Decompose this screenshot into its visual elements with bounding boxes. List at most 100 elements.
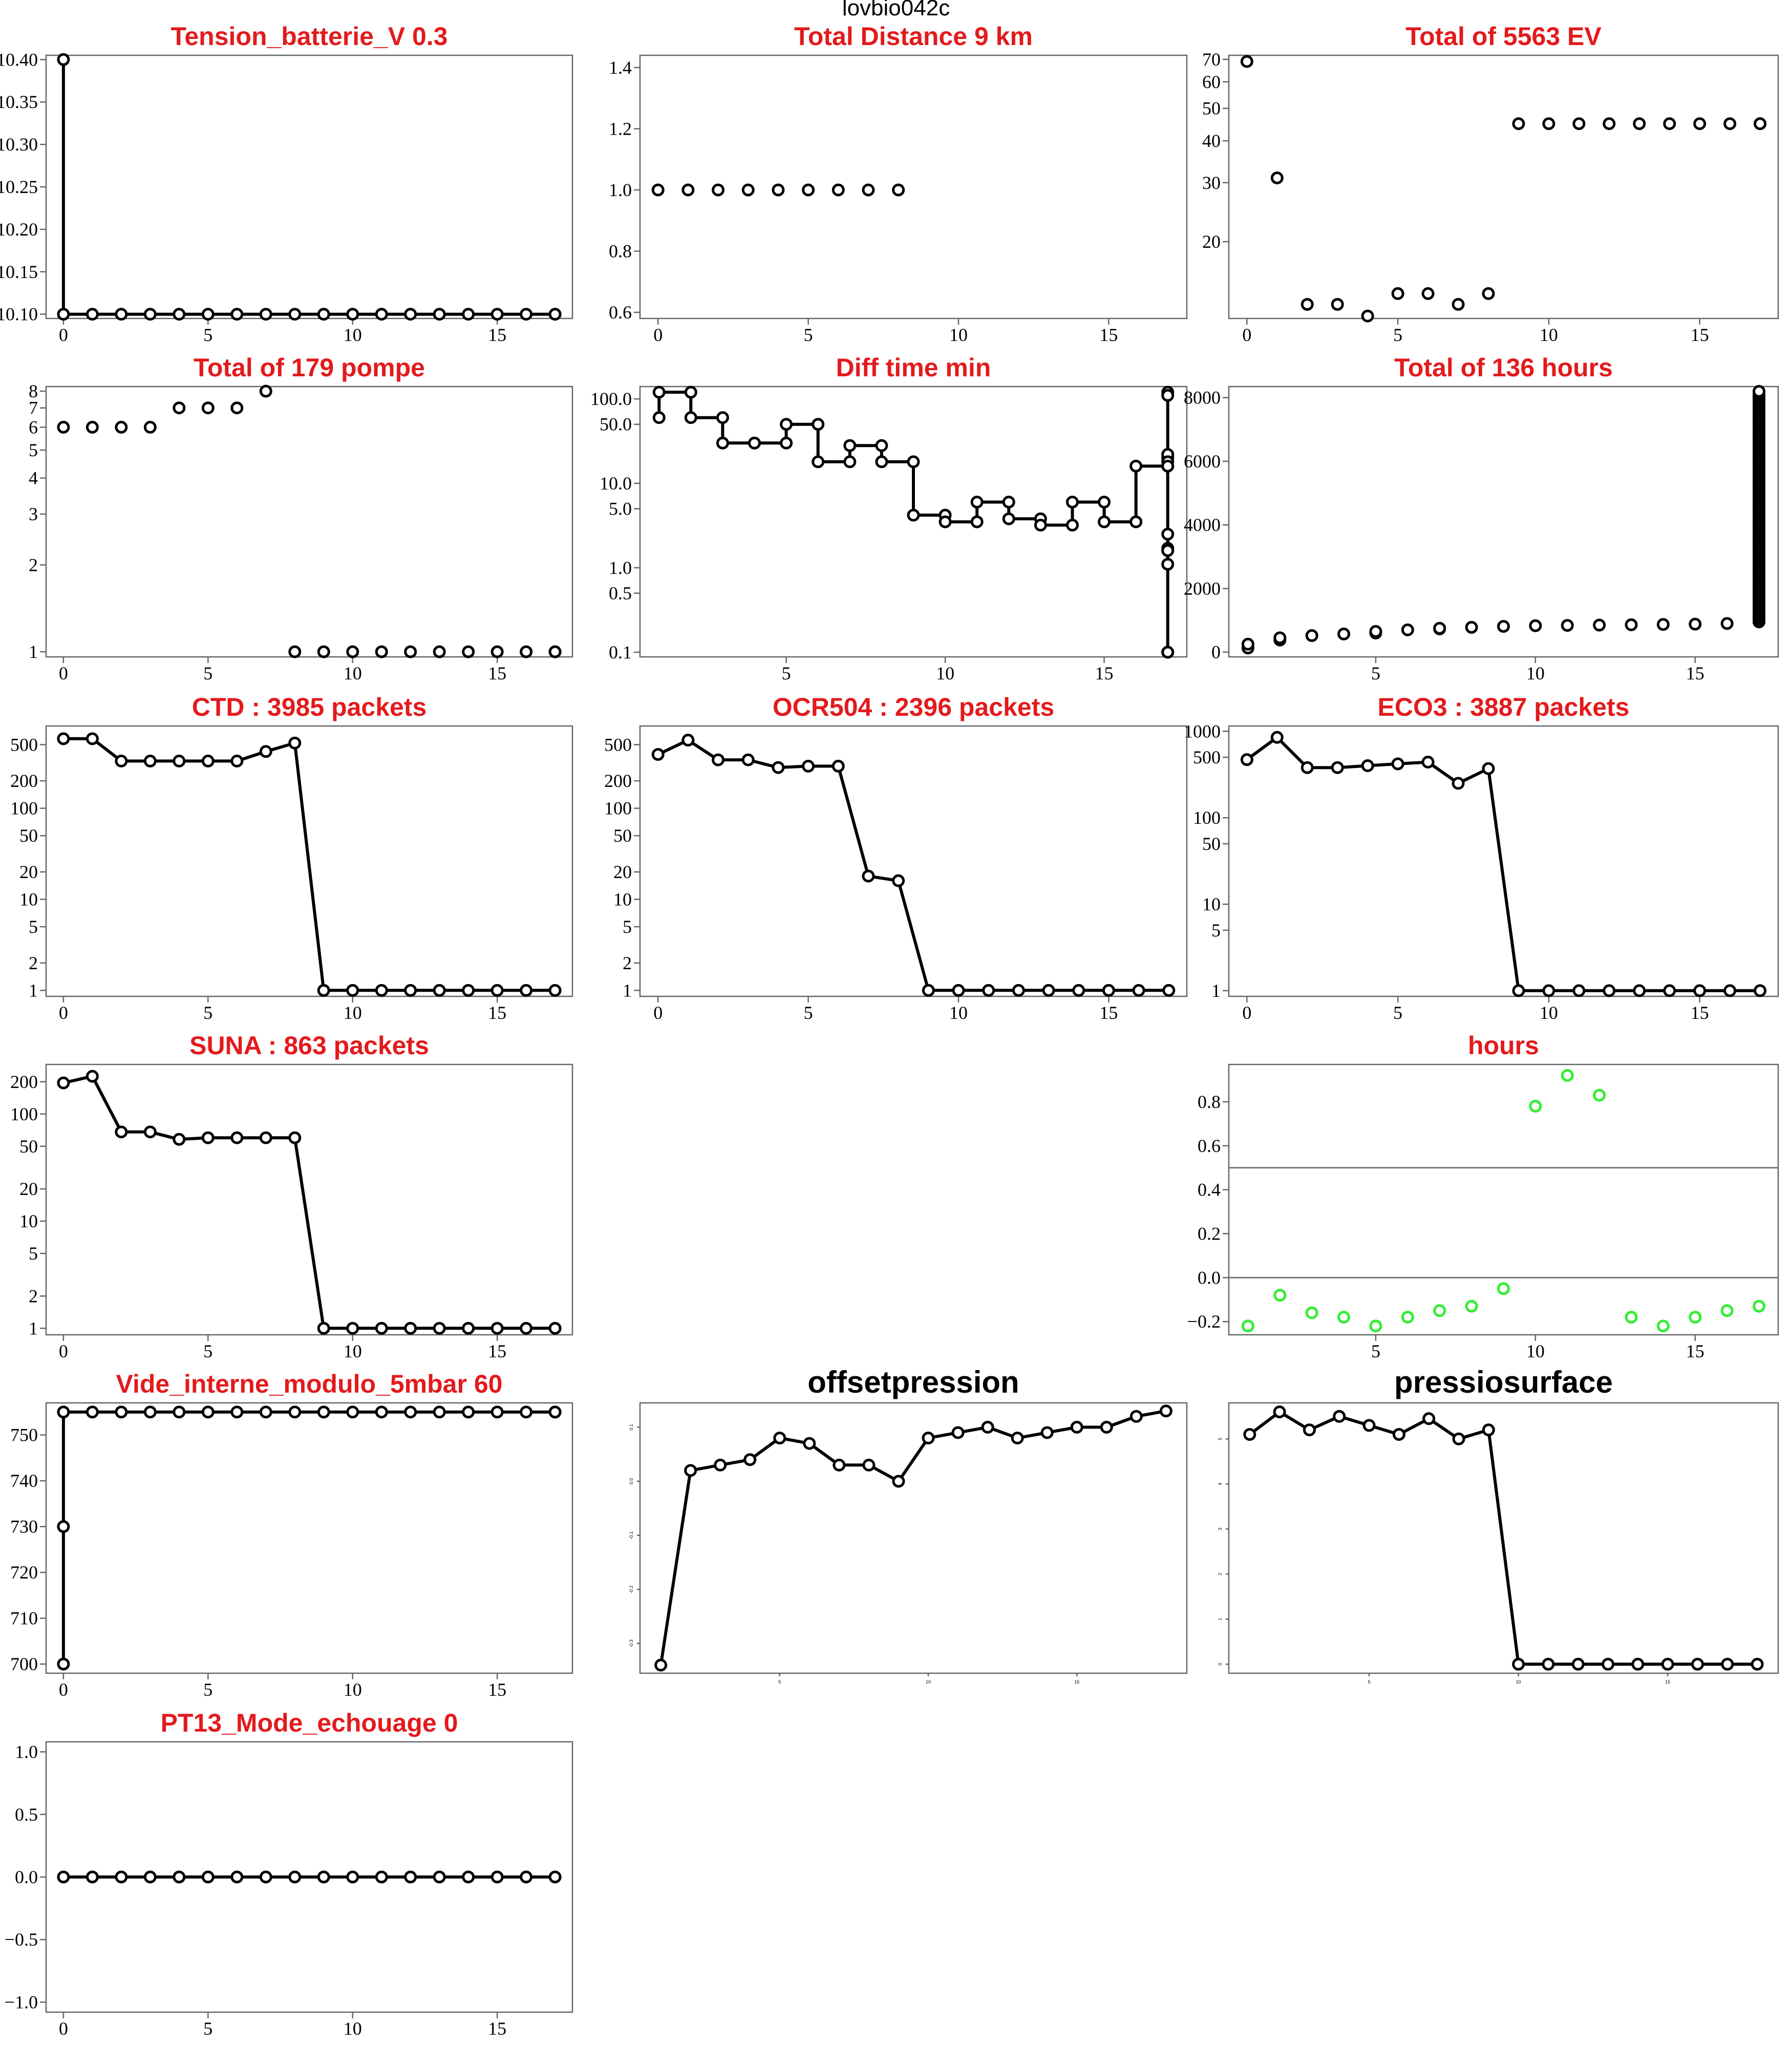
data-point xyxy=(1593,1089,1606,1102)
x-tick-label: 15 xyxy=(1686,663,1704,684)
data-point xyxy=(86,732,99,745)
data-point xyxy=(259,1405,272,1419)
data-point xyxy=(433,984,446,997)
data-point xyxy=(259,1870,272,1884)
data-point xyxy=(317,1321,330,1335)
data-point xyxy=(1497,1282,1510,1295)
data-point xyxy=(404,1405,417,1419)
data-point xyxy=(404,1870,417,1884)
chart-title: PT13_Mode_echouage 0 xyxy=(161,1709,458,1737)
data-point xyxy=(346,1321,359,1335)
data-point xyxy=(1270,731,1284,744)
data-point xyxy=(1512,1657,1525,1671)
series-line xyxy=(61,59,556,316)
y-tick-label: 1 xyxy=(1218,1618,1223,1620)
chart-title: Total of 5563 EV xyxy=(1405,22,1602,51)
data-point xyxy=(1273,1289,1287,1302)
x-tick-label: 5 xyxy=(1371,663,1380,684)
plot-frame xyxy=(1228,54,1779,319)
x-tick-label: 5 xyxy=(1393,1002,1402,1023)
data-point xyxy=(346,308,359,321)
x-tick-label: 10 xyxy=(344,1341,362,1361)
y-tick-label: 0.2 xyxy=(1198,1224,1221,1244)
data-point xyxy=(1243,1428,1256,1441)
data-point xyxy=(1482,762,1495,775)
data-point xyxy=(1753,1299,1766,1313)
data-point xyxy=(1241,637,1254,651)
chart-panel-hours_green: hours 5 10 15 −0.2 0.0 0.2 0.4 0.6 0.8 xyxy=(1187,1031,1779,1361)
data-point xyxy=(86,420,99,434)
y-tick-label: 40 xyxy=(1202,131,1221,151)
chart-title: Total of 136 hours xyxy=(1394,353,1613,382)
chart-panel-pompe: Total of 179 pompe 0 5 10 15 1 2 3 4 5 678 xyxy=(29,353,573,684)
y-tick-label: 6 xyxy=(29,417,38,437)
data-point xyxy=(1129,459,1143,473)
x-tick-label: 10 xyxy=(1540,325,1558,345)
data-point xyxy=(548,1405,562,1419)
data-point xyxy=(375,984,388,997)
data-point xyxy=(462,645,475,658)
data-point xyxy=(1603,984,1616,997)
data-point xyxy=(1401,623,1414,636)
data-point xyxy=(1691,1657,1704,1671)
data-point xyxy=(831,183,845,197)
x-tick-label: 5 xyxy=(804,325,813,345)
data-point xyxy=(1753,385,1766,398)
data-point xyxy=(1391,287,1404,300)
data-point xyxy=(317,308,330,321)
x-tick-label: 5 xyxy=(782,663,791,684)
x-tick-label: 10 xyxy=(949,325,968,345)
data-point xyxy=(404,308,417,321)
data-point xyxy=(433,1321,446,1335)
x-tick-label: 10 xyxy=(344,2018,362,2039)
data-point xyxy=(651,748,665,761)
y-tick-label: 0.0 xyxy=(15,1867,38,1887)
data-point xyxy=(1723,117,1737,131)
data-point xyxy=(1633,117,1646,131)
y-tick-label: 500 xyxy=(10,734,38,755)
data-point xyxy=(1331,297,1344,311)
x-tick-label: 5 xyxy=(203,1679,212,1700)
data-point xyxy=(1369,1319,1382,1333)
x-tick-label: 15 xyxy=(1074,1679,1079,1684)
data-point xyxy=(1161,544,1175,557)
data-point xyxy=(1633,984,1646,997)
data-point xyxy=(86,1870,99,1884)
data-point xyxy=(57,1405,70,1419)
y-tick-label: 4000 xyxy=(1184,515,1221,535)
data-point xyxy=(684,386,697,399)
y-tick-label: 5 xyxy=(623,916,632,937)
data-point xyxy=(1300,297,1314,311)
data-point xyxy=(57,308,70,321)
data-point xyxy=(462,1321,475,1335)
y-tick-label: 20 xyxy=(613,862,632,882)
data-point xyxy=(259,308,272,321)
data-point xyxy=(803,1437,816,1450)
data-point xyxy=(143,1125,157,1139)
x-tick-label: 10 xyxy=(344,1002,362,1023)
data-point xyxy=(490,1321,504,1335)
data-point xyxy=(520,645,533,658)
x-tick-label: 10 xyxy=(344,325,362,345)
data-point xyxy=(712,753,725,766)
x-tick-label: 15 xyxy=(488,2018,506,2039)
data-point xyxy=(173,308,186,321)
data-point xyxy=(1369,625,1382,638)
y-tick-label: 10 xyxy=(1202,894,1221,914)
data-point xyxy=(773,1432,786,1445)
y-tick-label: 50 xyxy=(19,825,38,846)
data-point xyxy=(1603,117,1616,131)
data-point xyxy=(346,645,359,658)
data-point xyxy=(57,1657,70,1671)
data-point xyxy=(173,401,186,415)
data-point xyxy=(907,508,920,522)
y-tick-label: 100 xyxy=(1193,807,1221,828)
data-point xyxy=(201,754,215,767)
data-point xyxy=(970,515,984,528)
x-tick-label: 15 xyxy=(1691,1002,1709,1023)
y-tick-label: 2 xyxy=(29,1286,38,1306)
x-tick-label: 5 xyxy=(1368,1679,1371,1684)
data-point xyxy=(57,420,70,434)
data-point xyxy=(1689,1311,1702,1324)
